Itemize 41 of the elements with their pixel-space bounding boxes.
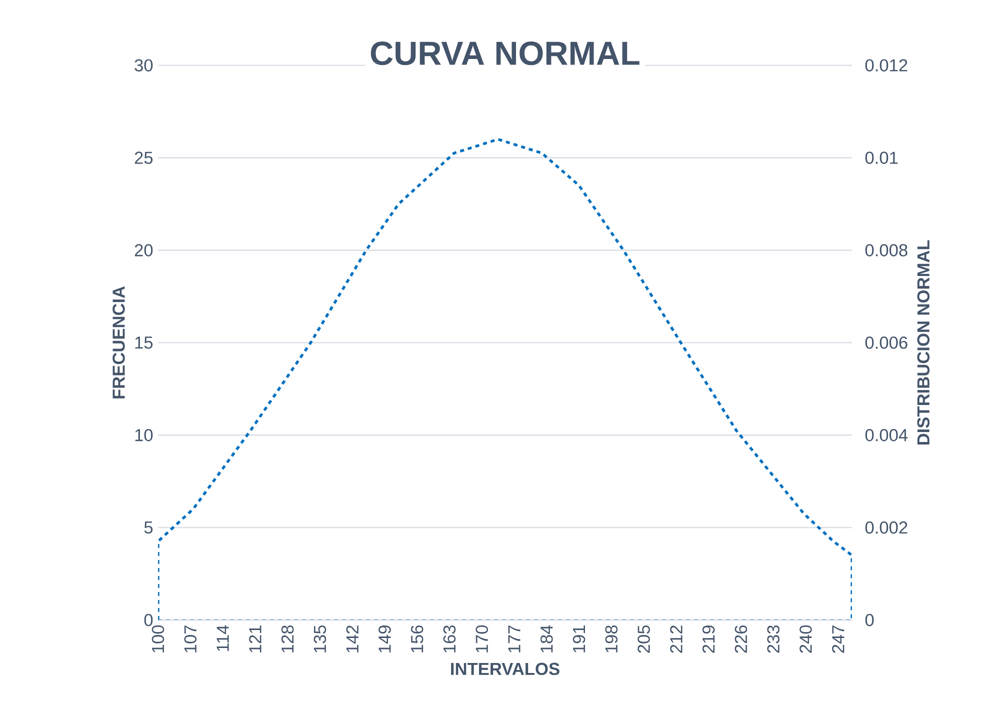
x-tick-label: 156 [410, 625, 424, 652]
y-tick-label: 5 [144, 522, 153, 534]
x-tick-label: 212 [670, 626, 682, 653]
y2-tick-label: 0.002 [865, 521, 908, 534]
x-tick-label: 191 [572, 626, 586, 652]
y2-tick-label: 0 [865, 614, 874, 626]
x-tick-label: 128 [281, 625, 294, 652]
y-axis-title: FRECUENCIA [112, 286, 125, 398]
y2-tick-label: 0.006 [865, 336, 908, 349]
x-tick-label: 198 [605, 625, 618, 652]
x-tick-label: 114 [216, 625, 229, 652]
line-series [158, 138, 852, 620]
x-tick-label: 177 [508, 626, 520, 652]
y-tick-label: 0 [144, 614, 153, 626]
x-tick-label: 100 [152, 625, 164, 652]
x-tick-label: 219 [702, 626, 715, 653]
y-tick-label: 30 [134, 59, 153, 72]
chart-title: CURVA NORMAL [370, 42, 640, 66]
x-tick-label: 226 [734, 625, 748, 653]
x-tick-label: 107 [184, 626, 197, 652]
x-tick-label: 149 [378, 626, 391, 652]
x-tick-label: 121 [249, 626, 262, 652]
y2-tick-label: 0.012 [865, 59, 908, 72]
y-tick-label: 10 [135, 428, 153, 442]
y-tick-label: 25 [134, 152, 153, 164]
x-tick-label: 233 [767, 625, 780, 653]
x-tick-label: 184 [540, 625, 553, 652]
x-tick-label: 240 [800, 625, 812, 653]
x-axis-title: INTERVALOS [451, 662, 560, 676]
y-tick-label: 15 [135, 336, 153, 349]
y2-tick-label: 0.004 [865, 428, 908, 442]
x-tick-label: 247 [832, 626, 844, 653]
x-tick-label: 163 [443, 625, 456, 652]
y-tick-label: 20 [134, 244, 153, 256]
y2-tick-label: 0.01 [865, 152, 898, 164]
y2-axis-title: DISTRIBUCION NORMAL [917, 240, 930, 445]
x-tick-label: 135 [314, 625, 326, 652]
y2-tick-label: 0.008 [865, 244, 908, 256]
x-tick-label: 170 [476, 625, 488, 652]
x-tick-label: 142 [346, 626, 358, 652]
x-tick-label: 205 [638, 625, 650, 653]
